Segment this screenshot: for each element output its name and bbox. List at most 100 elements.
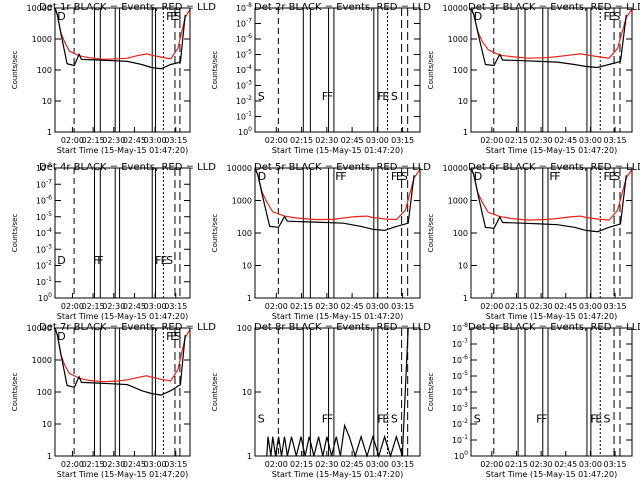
x-tick-label: 02:00: [265, 460, 288, 469]
event-letter: F: [590, 413, 596, 426]
event-letter: F: [335, 170, 341, 183]
events-line: [54, 327, 186, 396]
y-tick-label: 100: [453, 66, 468, 75]
y-tick-label: 10000: [443, 4, 468, 13]
y-tick-label: 10: [458, 262, 468, 271]
event-letter: F: [549, 170, 555, 183]
event-letter: F: [322, 90, 328, 103]
plot-frame: [54, 327, 191, 457]
y-tick-label: 10-1: [452, 434, 468, 445]
panel-det-2: Det 2r BLACK = Events, RED = LLD10010-11…: [211, 2, 431, 155]
panel-det-7: Det 7r BLACK = Events, RED = LLD11010010…: [11, 322, 216, 479]
x-tick-label: 02:15: [82, 460, 105, 469]
y-tick-label: 10: [42, 420, 52, 429]
y-tick-label: 10-4: [452, 386, 468, 397]
x-axis-label: Start Time (15-May-15 01:47:20): [272, 470, 403, 479]
y-tick-label: 10-1: [236, 111, 252, 122]
event-letter: D: [57, 330, 65, 343]
y-tick-label: 100: [454, 450, 468, 461]
y-tick-label: 100: [37, 388, 52, 397]
x-tick-label: 02:00: [480, 302, 503, 311]
y-tick-label: 100: [37, 66, 52, 75]
y-tick-label: 10: [458, 97, 468, 106]
x-axis-label: Start Time (15-May-15 01:47:20): [272, 146, 403, 155]
lld-line: [470, 167, 633, 221]
y-axis-label: Counts/sec: [11, 51, 19, 90]
x-tick-label: 02:00: [265, 136, 288, 145]
event-letter: E: [608, 10, 615, 23]
event-letter: F: [97, 254, 103, 267]
lld-line: [54, 327, 191, 383]
y-tick-label: 10: [242, 262, 252, 271]
y-tick-label: 1000: [32, 35, 52, 44]
event-letter: F: [93, 254, 99, 267]
event-letter: F: [391, 170, 397, 183]
event-letter: D: [57, 254, 65, 267]
x-tick-label: 03:15: [604, 302, 627, 311]
y-tick-label: 10000: [27, 4, 52, 13]
x-tick-label: 02:00: [61, 302, 84, 311]
x-tick-label: 02:00: [61, 460, 84, 469]
y-tick-label: 10-2: [36, 260, 52, 271]
event-letter: F: [377, 90, 383, 103]
x-tick-label: 02:30: [315, 136, 338, 145]
event-letter: F: [327, 90, 333, 103]
y-tick-label: 10-5: [236, 49, 252, 60]
event-letter: D: [474, 170, 482, 183]
events-line: [470, 167, 627, 233]
y-axis-label: Counts/sec: [427, 214, 435, 253]
event-letter: S: [604, 413, 611, 426]
x-tick-label: 03:00: [144, 136, 167, 145]
panel-det-8: Det 8r BLACK = Events, RED = LLD110100Co…: [211, 322, 431, 479]
y-tick-label: 1: [47, 128, 52, 137]
y-axis-label: Counts/sec: [11, 214, 19, 253]
event-letter: S: [258, 413, 265, 426]
y-tick-label: 1000: [32, 356, 52, 365]
y-tick-label: 1: [463, 128, 468, 137]
x-tick-label: 03:15: [164, 136, 187, 145]
x-tick-label: 03:00: [366, 460, 389, 469]
y-axis-label: Counts/sec: [211, 214, 219, 253]
y-tick-label: 10: [242, 388, 252, 397]
event-letter: S: [401, 170, 408, 183]
x-tick-label: 03:15: [604, 136, 627, 145]
y-tick-label: 10-1: [36, 276, 52, 287]
x-tick-label: 03:15: [391, 136, 414, 145]
x-tick-label: 02:45: [341, 136, 364, 145]
event-letter: S: [391, 90, 398, 103]
x-tick-label: 02:30: [102, 136, 125, 145]
panel-det-5: Det 5r BLACK = Events, RED = LLD11010010…: [211, 162, 431, 321]
x-axis-label: Start Time (15-May-15 01:47:20): [486, 312, 617, 321]
x-tick-label: 02:15: [290, 302, 313, 311]
y-tick-label: 10-7: [452, 338, 468, 349]
y-tick-label: 10-2: [452, 418, 468, 429]
x-tick-label: 03:00: [144, 460, 167, 469]
x-tick-label: 02:15: [82, 136, 105, 145]
x-tick-label: 02:45: [341, 302, 364, 311]
y-axis-label: Counts/sec: [427, 51, 435, 90]
y-tick-label: 10-8: [36, 162, 52, 173]
y-tick-label: 10-3: [36, 243, 52, 254]
x-tick-label: 03:00: [144, 302, 167, 311]
x-tick-label: 03:00: [579, 460, 602, 469]
event-letter: E: [170, 10, 177, 23]
plot-frame: [470, 7, 633, 133]
event-letter: E: [382, 90, 389, 103]
panel-det-1: Det 1r BLACK = Events, RED = LLD11010010…: [11, 2, 216, 155]
event-letter: E: [396, 170, 403, 183]
y-axis-label: Counts/sec: [211, 373, 219, 412]
event-letter: E: [170, 330, 177, 343]
y-tick-label: 10-4: [36, 227, 52, 238]
lld-line: [470, 7, 633, 59]
x-tick-label: 02:15: [290, 136, 313, 145]
event-letter: F: [322, 413, 328, 426]
panel-det-9: Det 9r BLACK = Events, RED = LLD10010-11…: [427, 322, 640, 479]
event-letter: F: [340, 170, 346, 183]
y-tick-label: 1000: [232, 197, 252, 206]
event-letter: S: [174, 330, 181, 343]
x-tick-label: 02:45: [554, 302, 577, 311]
y-tick-label: 10-4: [236, 64, 252, 75]
y-tick-label: 100: [38, 292, 52, 303]
event-letter: F: [166, 330, 172, 343]
x-axis-label: Start Time (15-May-15 01:47:20): [486, 470, 617, 479]
